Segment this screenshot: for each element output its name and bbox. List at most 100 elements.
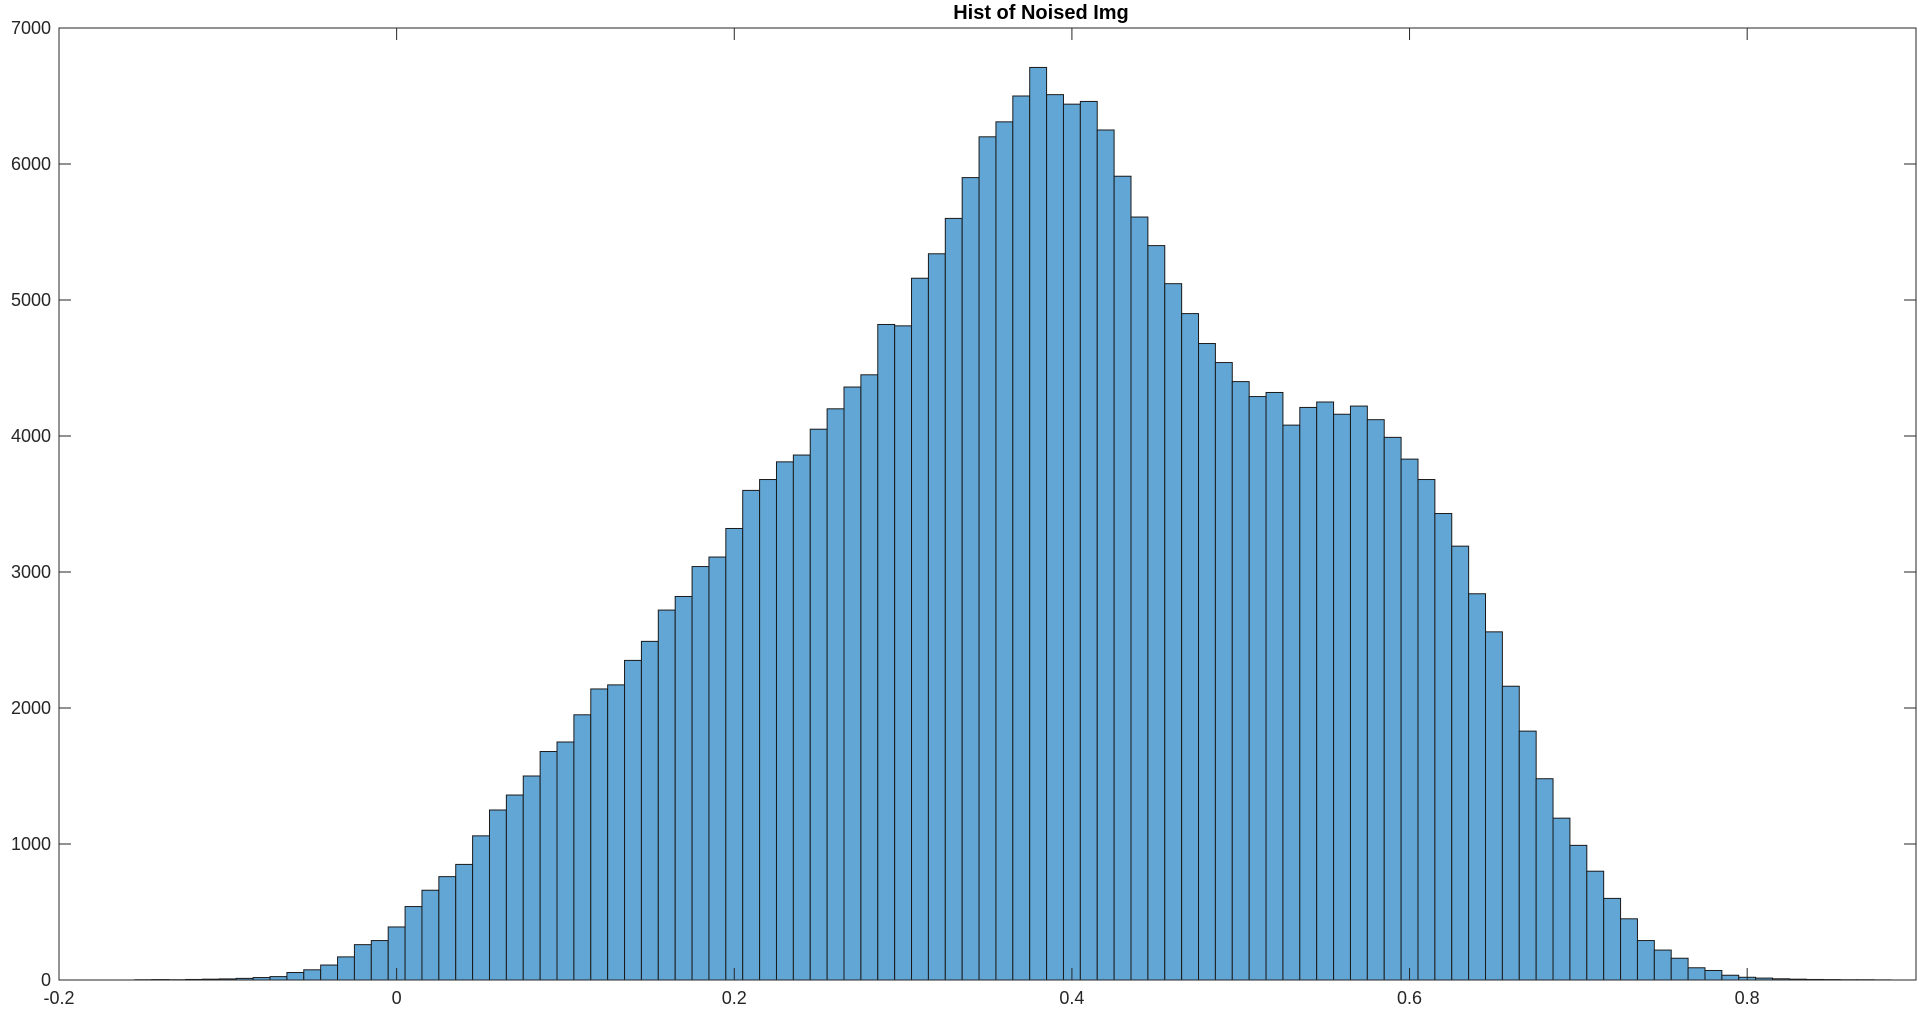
histogram-bar-37	[759, 479, 777, 981]
y-tick-label: 7000	[11, 18, 51, 38]
histogram-bar-87	[1603, 897, 1622, 981]
histogram-bar-33	[691, 566, 710, 981]
x-tick-label: 0	[392, 988, 402, 1008]
histogram-bar-31	[657, 609, 676, 981]
histogram-bar-58	[1113, 175, 1132, 981]
histogram-bar-89	[1636, 940, 1655, 981]
histogram-bar-80	[1485, 631, 1503, 981]
y-tick-label: 6000	[11, 154, 51, 174]
histogram-bar-32	[674, 595, 693, 981]
histogram-bar-73	[1366, 419, 1385, 981]
histogram-bar-17	[421, 889, 440, 981]
histogram-bar-57	[1096, 129, 1115, 981]
histogram-bar-92	[1687, 967, 1706, 981]
y-axis-ticks: 0 1000 2000 3000 4000 5000 6000 7000	[11, 18, 1916, 990]
histogram-bar-84	[1552, 817, 1571, 981]
histogram-bar-28	[607, 684, 626, 981]
histogram-bar-86	[1586, 870, 1605, 981]
histogram-bar-85	[1569, 844, 1588, 981]
histogram-bar-59	[1130, 216, 1149, 981]
histogram-bar-22	[505, 794, 524, 981]
histogram-bar-68	[1282, 424, 1301, 981]
histogram-bar-66	[1248, 396, 1267, 981]
histogram-bar-19	[455, 863, 474, 981]
x-axis-ticks: -0.2 0 0.2 0.4 0.6 0.8	[43, 28, 1760, 1008]
histogram-bar-52	[1012, 95, 1031, 981]
histogram-bar-12	[337, 956, 355, 981]
histogram-bar-11	[320, 964, 339, 981]
histogram-bar-79	[1468, 593, 1487, 981]
histogram-bar-70	[1316, 401, 1335, 981]
histogram-bar-47	[927, 253, 946, 981]
axes-box	[58, 27, 1917, 981]
histogram-bar-51	[995, 121, 1014, 981]
histogram-bar-78	[1451, 545, 1470, 981]
histogram-bar-49	[961, 177, 980, 981]
histogram-bar-23	[522, 775, 541, 981]
histogram-bar-26	[573, 714, 592, 981]
histogram-bar-54	[1046, 94, 1064, 981]
histogram-bar-8	[269, 976, 288, 981]
y-tick-label: 3000	[11, 562, 51, 582]
histogram-bar-74	[1383, 436, 1402, 981]
histogram-bar-93	[1704, 969, 1723, 981]
histogram-bar-40	[809, 428, 828, 981]
histogram-bar-36	[742, 489, 761, 981]
histogram-bar-35	[725, 527, 744, 981]
y-tick-label: 0	[41, 970, 51, 990]
x-tick-label: 0.8	[1735, 988, 1760, 1008]
axes-group	[58, 27, 1917, 981]
histogram-bar-88	[1620, 918, 1638, 981]
histogram-bar-53	[1029, 66, 1048, 981]
histogram-bar-10	[303, 969, 322, 981]
histogram-bar-44	[877, 323, 896, 981]
histogram-bar-25	[556, 741, 575, 981]
histogram-bar-81	[1501, 685, 1520, 981]
histogram-bar-29	[624, 659, 642, 981]
x-tick-label: -0.2	[43, 988, 74, 1008]
histogram-bar-30	[640, 640, 659, 981]
histogram-bar-9	[286, 972, 305, 981]
histogram-bar-50	[978, 136, 997, 981]
y-tick-label: 4000	[11, 426, 51, 446]
histogram-bar-60	[1147, 245, 1166, 981]
histogram-bar-45	[894, 325, 913, 981]
histogram-bar-90	[1653, 949, 1672, 981]
histogram-bar-24	[539, 751, 558, 981]
histogram-bar-43	[860, 374, 879, 981]
histogram-bar-27	[590, 688, 609, 981]
histogram-bar-63	[1198, 343, 1216, 981]
y-tick-label: 5000	[11, 290, 51, 310]
histogram-bar-62	[1181, 313, 1200, 981]
histogram-bar-41	[826, 408, 845, 981]
histogram-bar-56	[1079, 100, 1098, 981]
histogram-bar-64	[1214, 362, 1233, 981]
x-tick-label: 0.4	[1059, 988, 1084, 1008]
x-tick-label: 0.6	[1397, 988, 1422, 1008]
histogram-bar-61	[1164, 283, 1183, 981]
histogram-bar-77	[1434, 513, 1453, 981]
histogram-bar-38	[775, 461, 794, 981]
x-tick-label: 0.2	[722, 988, 747, 1008]
chart-title: Hist of Noised Img	[953, 2, 1129, 24]
histogram-bar-72	[1349, 405, 1368, 981]
histogram-bar-83	[1535, 778, 1554, 981]
histogram-bar-13	[353, 944, 372, 981]
histogram-bar-94	[1721, 974, 1740, 981]
histogram-bar-75	[1400, 458, 1419, 981]
histogram-bar-69	[1299, 406, 1318, 981]
bars-group	[134, 66, 1892, 981]
y-tick-label: 2000	[11, 698, 51, 718]
histogram-bar-55	[1062, 103, 1081, 981]
histogram-bar-48	[944, 217, 963, 981]
histogram-bar-71	[1333, 413, 1351, 981]
histogram-bar-91	[1670, 957, 1689, 981]
histogram-bar-82	[1518, 730, 1537, 981]
histogram-bar-20	[472, 835, 490, 981]
histogram-bar-34	[708, 556, 727, 981]
histogram-bar-76	[1417, 479, 1436, 981]
y-tick-label: 1000	[11, 834, 51, 854]
histogram-bar-18	[438, 876, 457, 981]
histogram-bar-21	[488, 809, 507, 981]
